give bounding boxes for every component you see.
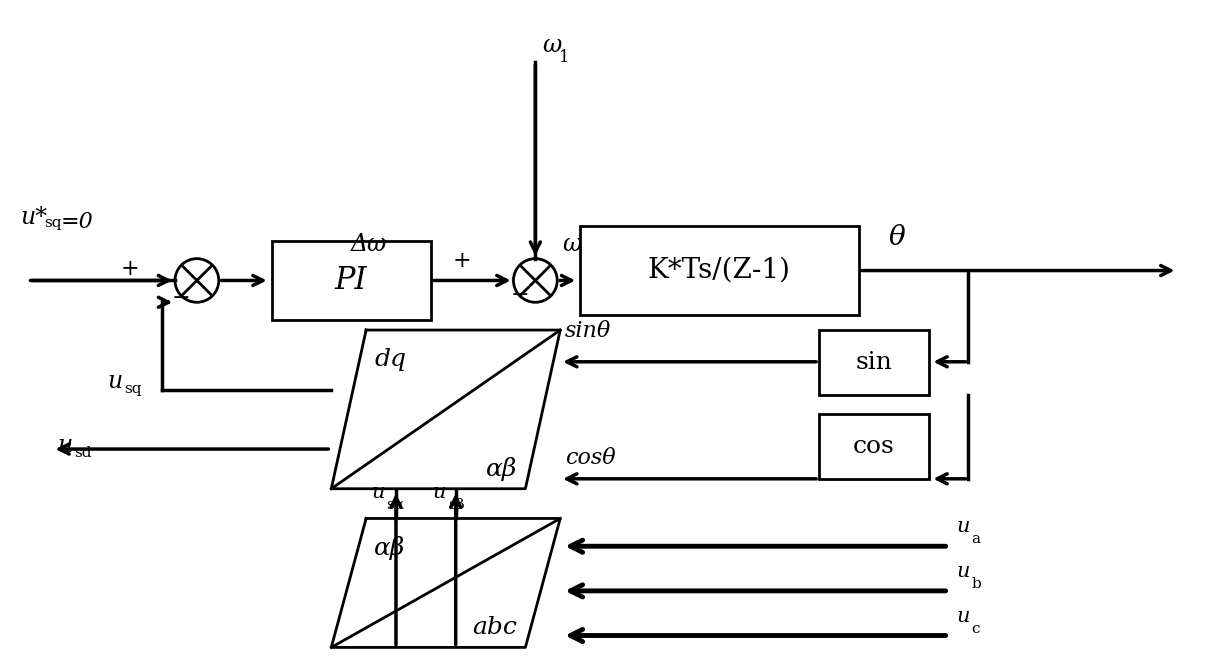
Text: sinθ: sinθ [566, 320, 612, 342]
Text: −: − [172, 288, 190, 309]
Circle shape [176, 259, 218, 302]
Text: u: u [957, 607, 970, 626]
Text: cosθ: cosθ [566, 447, 616, 469]
Text: a: a [972, 532, 980, 546]
Text: sq: sq [124, 382, 141, 396]
Text: c: c [972, 622, 980, 636]
Text: u: u [371, 482, 384, 501]
Text: =0: =0 [61, 211, 94, 233]
Text: u: u [107, 370, 123, 392]
Text: −: − [511, 284, 529, 306]
Text: ω: ω [562, 233, 581, 255]
Text: 1: 1 [560, 49, 569, 67]
Circle shape [513, 259, 557, 302]
Text: sβ: sβ [447, 497, 464, 511]
Text: sin: sin [856, 351, 892, 374]
Text: u*: u* [21, 206, 48, 229]
Text: Δω: Δω [351, 233, 388, 255]
Bar [819, 330, 929, 394]
Text: αβ: αβ [374, 536, 406, 560]
Text: αβ: αβ [486, 457, 517, 480]
Text: θ: θ [889, 224, 906, 251]
Text: sq: sq [45, 216, 62, 230]
Bar [272, 241, 430, 320]
Text: +: + [452, 249, 472, 271]
Text: cos: cos [853, 435, 895, 458]
Text: PI: PI [335, 265, 367, 296]
Bar [580, 226, 859, 315]
Text: dq: dq [374, 348, 406, 371]
Text: K*Ts/(Z-1): K*Ts/(Z-1) [649, 257, 791, 284]
Text: sd: sd [74, 446, 91, 460]
Text: u: u [433, 482, 446, 501]
Text: u: u [957, 562, 970, 581]
Text: u: u [957, 517, 970, 536]
Text: abc: abc [473, 616, 517, 640]
Text: u: u [57, 434, 73, 457]
Bar [819, 415, 929, 479]
Text: sα: sα [386, 497, 403, 511]
Text: ω: ω [542, 34, 562, 57]
Text: +: + [121, 257, 139, 280]
Text: b: b [972, 577, 981, 591]
